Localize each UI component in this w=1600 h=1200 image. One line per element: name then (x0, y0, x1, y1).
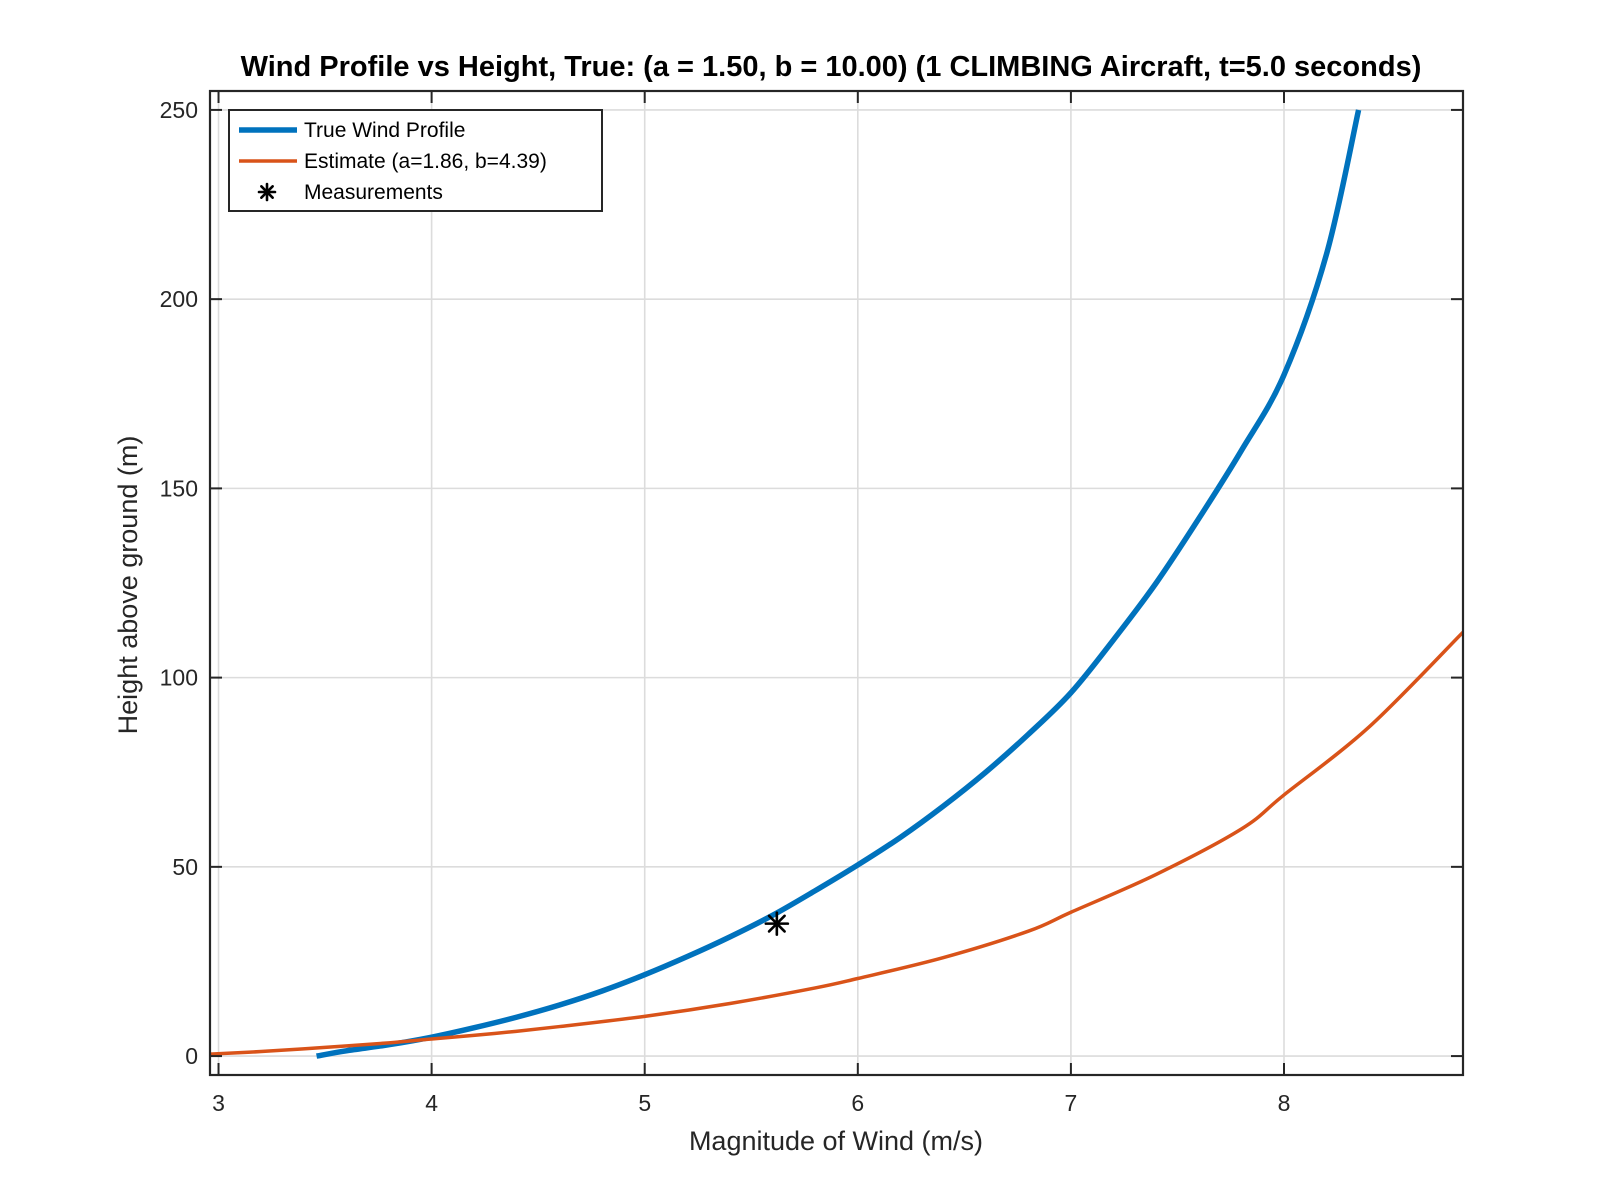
series-group (210, 109, 1463, 1059)
chart-title: Wind Profile vs Height, True: (a = 1.50,… (241, 51, 1422, 83)
y-tick-label: 200 (160, 286, 198, 312)
legend-entry-label: True Wind Profile (304, 119, 465, 142)
y-tick-label: 0 (185, 1043, 198, 1069)
true-wind-profile-line (316, 109, 1362, 1059)
axis-ticks (210, 91, 1463, 1075)
grid (210, 91, 1463, 1075)
y-axis-label: Height above ground (m) (113, 436, 143, 735)
x-tick-label: 3 (212, 1090, 225, 1116)
tick-labels: 3 4 5 6 7 8 0 50 100 150 200 250 (160, 97, 1291, 1116)
x-tick-label: 8 (1278, 1090, 1291, 1116)
y-tick-label: 150 (160, 475, 198, 501)
measurement-marker (764, 911, 790, 936)
x-tick-label: 4 (425, 1090, 438, 1116)
x-tick-label: 6 (851, 1090, 864, 1116)
x-tick-label: 5 (638, 1090, 651, 1116)
axes-box (208, 89, 1465, 1077)
x-axis-label: Magnitude of Wind (m/s) (689, 1126, 983, 1156)
y-tick-label: 50 (172, 854, 198, 880)
estimate-line (210, 630, 1463, 1056)
x-tick-label: 7 (1065, 1090, 1078, 1116)
y-tick-label: 250 (160, 97, 198, 123)
legend: True Wind Profile Estimate (a=1.86, b=4.3… (228, 109, 603, 212)
legend-marker-icon (257, 182, 277, 202)
plot-area (210, 109, 1463, 1059)
legend-entry-label: Estimate (a=1.86, b=4.39) (304, 150, 547, 173)
legend-entry-label: Measurements (304, 181, 443, 204)
y-tick-label: 100 (160, 665, 198, 691)
